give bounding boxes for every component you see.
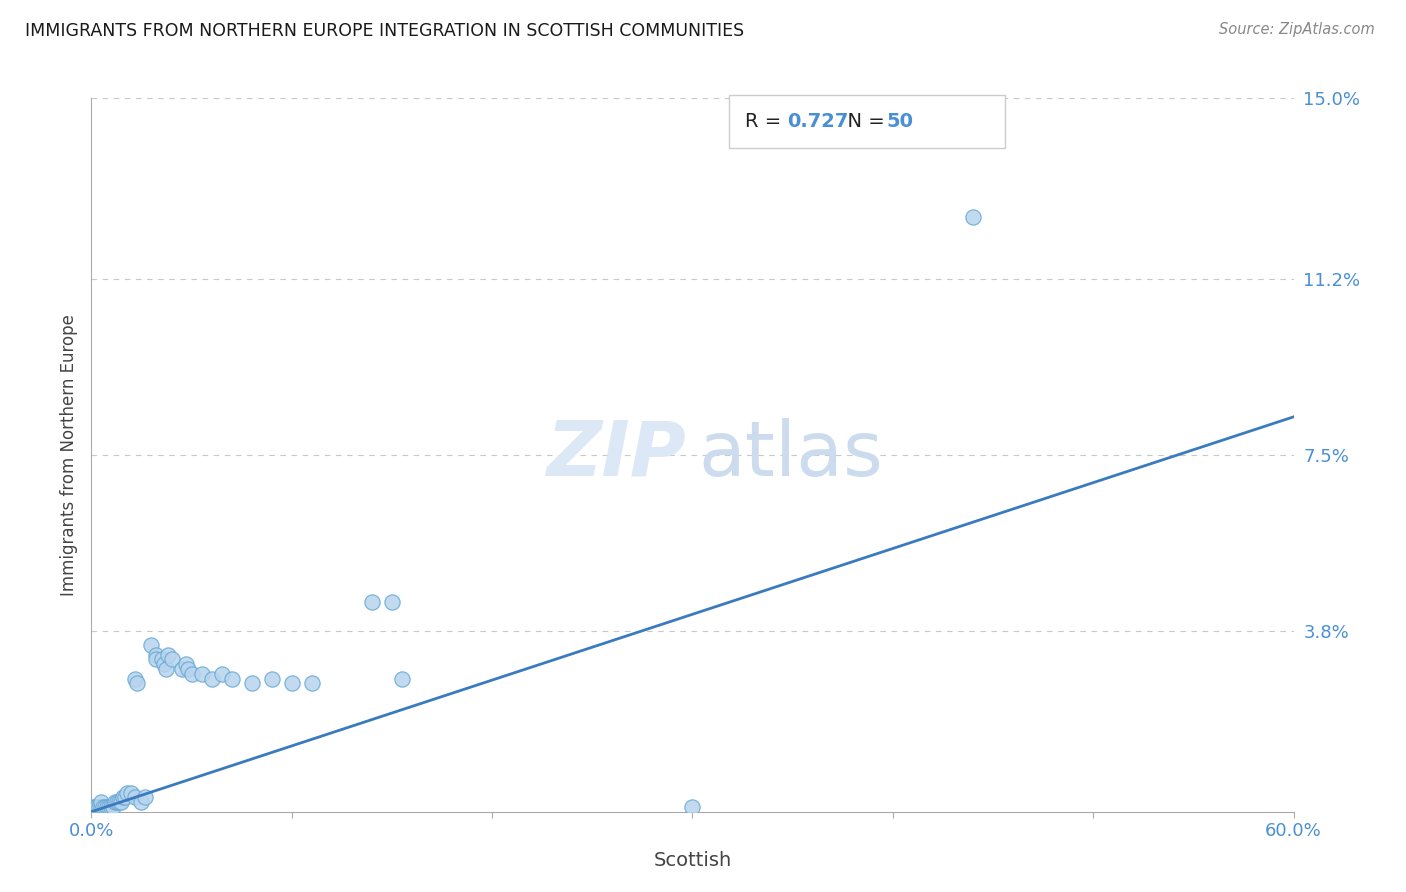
Point: [190, 666, 212, 681]
Text: atlas: atlas: [699, 418, 883, 491]
Point: [90, 800, 112, 814]
Point: [391, 672, 413, 686]
Point: [160, 652, 183, 666]
Point: [96, 800, 118, 814]
Point: [381, 595, 404, 609]
Point: [86, 800, 108, 814]
Point: [201, 672, 224, 686]
Point: [281, 676, 304, 690]
Point: [211, 666, 233, 681]
Point: [134, 790, 156, 805]
Point: [110, 795, 132, 809]
Text: 50: 50: [886, 112, 912, 131]
Point: [174, 657, 197, 672]
Point: [124, 672, 146, 686]
Point: [301, 676, 323, 690]
Point: [131, 795, 153, 809]
Point: [103, 800, 125, 814]
Point: [360, 595, 382, 609]
Point: [127, 676, 149, 690]
Text: R =: R =: [745, 112, 787, 131]
Point: [124, 790, 146, 805]
Point: [108, 795, 131, 809]
Point: [156, 648, 179, 662]
Point: [221, 672, 243, 686]
Point: [145, 648, 167, 662]
Point: [84, 800, 107, 814]
Point: [100, 800, 122, 814]
Point: [150, 652, 173, 666]
Y-axis label: Immigrants from Northern Europe: Immigrants from Northern Europe: [59, 314, 77, 596]
Text: N =: N =: [835, 112, 891, 131]
Point: [94, 800, 117, 814]
X-axis label: Scottish: Scottish: [654, 851, 731, 871]
Point: [114, 790, 136, 805]
Point: [176, 662, 198, 676]
Point: [180, 666, 202, 681]
Point: [89, 800, 111, 814]
Point: [107, 795, 129, 809]
Point: [98, 800, 121, 814]
Point: [145, 652, 167, 666]
Point: [90, 795, 112, 809]
Point: [962, 210, 984, 224]
Point: [240, 676, 263, 690]
Point: [681, 800, 703, 814]
Point: [104, 795, 127, 809]
Text: IMMIGRANTS FROM NORTHERN EUROPE INTEGRATION IN SCOTTISH COMMUNITIES: IMMIGRANTS FROM NORTHERN EUROPE INTEGRAT…: [25, 22, 744, 40]
Point: [170, 662, 193, 676]
Point: [141, 638, 163, 652]
Point: [155, 662, 177, 676]
Text: 0.727: 0.727: [787, 112, 849, 131]
Text: Source: ZipAtlas.com: Source: ZipAtlas.com: [1219, 22, 1375, 37]
Point: [260, 672, 283, 686]
Text: ZIP: ZIP: [547, 418, 686, 491]
Point: [93, 800, 115, 814]
Point: [112, 790, 135, 805]
Point: [152, 657, 174, 672]
Point: [121, 786, 143, 800]
Point: [82, 800, 104, 814]
Point: [117, 786, 139, 800]
